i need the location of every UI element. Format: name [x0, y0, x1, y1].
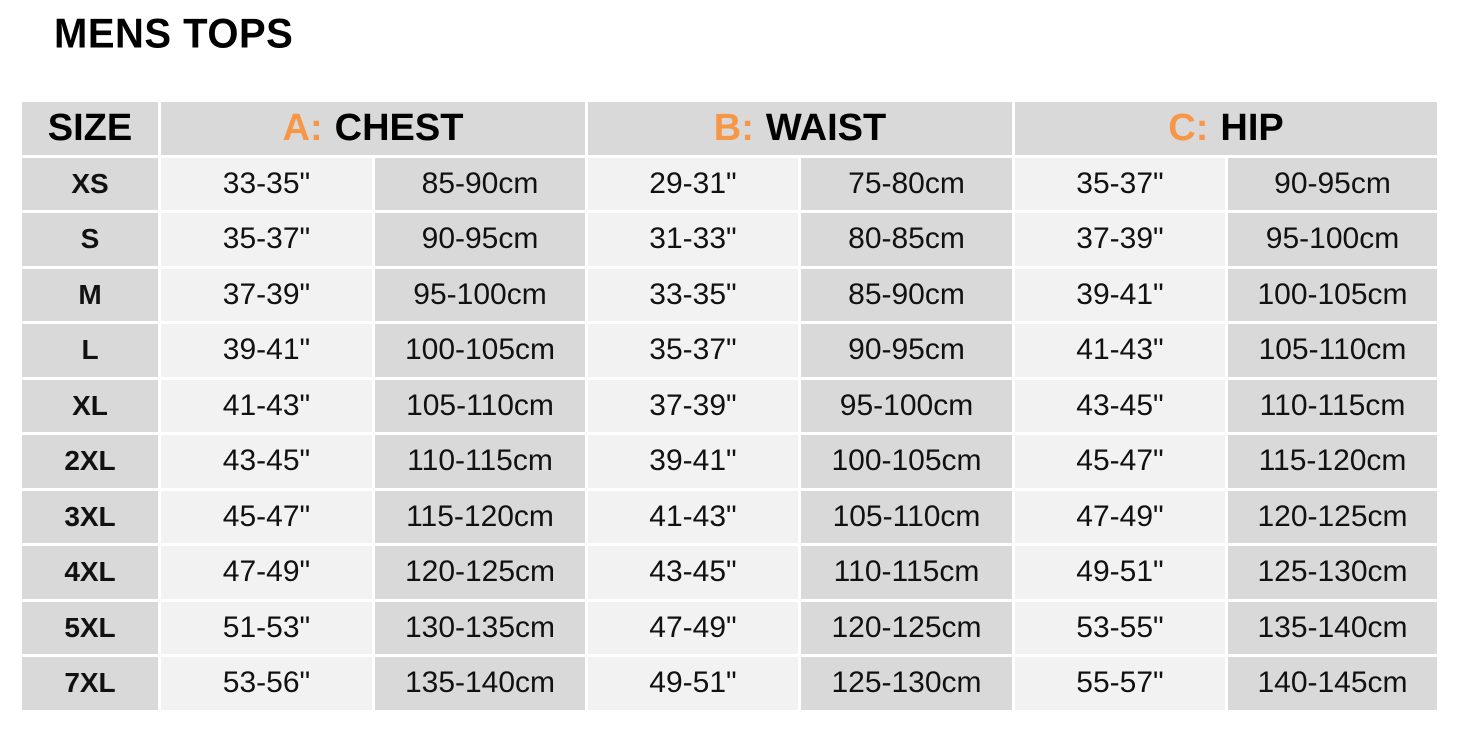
- size-label: S: [22, 213, 158, 266]
- cell-chest-cm: 95-100cm: [375, 268, 585, 321]
- cell-hip-cm: 90-95cm: [1228, 157, 1437, 210]
- size-chart-table: SIZE A: CHEST B: WAIST C: HIP XS 33-35" 85-90…: [22, 102, 1437, 710]
- header-waist: B: WAIST: [588, 102, 1012, 155]
- cell-chest-cm: 100-105cm: [375, 324, 585, 377]
- header-chest: A: CHEST: [161, 102, 585, 155]
- cell-hip-in: 35-37": [1015, 157, 1225, 210]
- cell-hip-in: 41-43": [1015, 324, 1225, 377]
- header-label: HIP: [1220, 106, 1284, 149]
- cell-chest-cm: 115-120cm: [375, 490, 585, 543]
- cell-waist-in: 33-35": [588, 268, 798, 321]
- size-label: 5XL: [22, 601, 158, 654]
- cell-hip-cm: 100-105cm: [1228, 268, 1437, 321]
- cell-chest-in: 33-35": [161, 157, 372, 210]
- cell-waist-cm: 85-90cm: [801, 268, 1012, 321]
- header-letter: A:: [282, 106, 323, 149]
- header-letter: B:: [713, 106, 754, 149]
- cell-hip-in: 37-39": [1015, 213, 1225, 266]
- cell-chest-in: 43-45": [161, 435, 372, 488]
- cell-chest-in: 37-39": [161, 268, 372, 321]
- cell-waist-in: 39-41": [588, 435, 798, 488]
- cell-chest-cm: 135-140cm: [375, 657, 585, 710]
- cell-waist-in: 41-43": [588, 490, 798, 543]
- size-label: XS: [22, 157, 158, 210]
- cell-chest-in: 35-37": [161, 213, 372, 266]
- cell-chest-in: 39-41": [161, 324, 372, 377]
- cell-chest-in: 51-53": [161, 601, 372, 654]
- cell-waist-cm: 100-105cm: [801, 435, 1012, 488]
- cell-waist-in: 29-31": [588, 157, 798, 210]
- cell-chest-cm: 85-90cm: [375, 157, 585, 210]
- cell-waist-cm: 95-100cm: [801, 379, 1012, 432]
- cell-waist-in: 35-37": [588, 324, 798, 377]
- cell-waist-in: 47-49": [588, 601, 798, 654]
- cell-waist-in: 49-51": [588, 657, 798, 710]
- cell-hip-in: 43-45": [1015, 379, 1225, 432]
- cell-hip-cm: 125-130cm: [1228, 546, 1437, 599]
- header-label: WAIST: [765, 106, 887, 149]
- cell-hip-in: 49-51": [1015, 546, 1225, 599]
- cell-hip-cm: 140-145cm: [1228, 657, 1437, 710]
- size-label: L: [22, 324, 158, 377]
- header-size: SIZE: [22, 102, 158, 155]
- cell-chest-in: 45-47": [161, 490, 372, 543]
- cell-waist-in: 31-33": [588, 213, 798, 266]
- cell-chest-cm: 105-110cm: [375, 379, 585, 432]
- size-label: XL: [22, 379, 158, 432]
- cell-hip-cm: 135-140cm: [1228, 601, 1437, 654]
- size-label: 7XL: [22, 657, 158, 710]
- cell-waist-cm: 75-80cm: [801, 157, 1012, 210]
- cell-chest-cm: 90-95cm: [375, 213, 585, 266]
- cell-waist-in: 37-39": [588, 379, 798, 432]
- page-title: MENS TOPS: [54, 10, 294, 58]
- size-label: M: [22, 268, 158, 321]
- cell-chest-in: 41-43": [161, 379, 372, 432]
- header-letter: C:: [1168, 106, 1209, 149]
- cell-hip-in: 47-49": [1015, 490, 1225, 543]
- cell-waist-cm: 110-115cm: [801, 546, 1012, 599]
- cell-chest-cm: 120-125cm: [375, 546, 585, 599]
- size-label: 4XL: [22, 546, 158, 599]
- cell-waist-cm: 105-110cm: [801, 490, 1012, 543]
- cell-waist-cm: 80-85cm: [801, 213, 1012, 266]
- cell-hip-cm: 105-110cm: [1228, 324, 1437, 377]
- cell-chest-cm: 130-135cm: [375, 601, 585, 654]
- cell-chest-cm: 110-115cm: [375, 435, 585, 488]
- cell-hip-cm: 120-125cm: [1228, 490, 1437, 543]
- cell-hip-in: 55-57": [1015, 657, 1225, 710]
- header-label: CHEST: [334, 106, 464, 149]
- cell-waist-in: 43-45": [588, 546, 798, 599]
- cell-hip-in: 39-41": [1015, 268, 1225, 321]
- size-label: 2XL: [22, 435, 158, 488]
- cell-chest-in: 53-56": [161, 657, 372, 710]
- header-hip: C: HIP: [1015, 102, 1437, 155]
- cell-waist-cm: 120-125cm: [801, 601, 1012, 654]
- cell-hip-in: 53-55": [1015, 601, 1225, 654]
- cell-waist-cm: 125-130cm: [801, 657, 1012, 710]
- cell-hip-cm: 95-100cm: [1228, 213, 1437, 266]
- size-label: 3XL: [22, 490, 158, 543]
- cell-hip-cm: 115-120cm: [1228, 435, 1437, 488]
- cell-chest-in: 47-49": [161, 546, 372, 599]
- cell-hip-in: 45-47": [1015, 435, 1225, 488]
- cell-waist-cm: 90-95cm: [801, 324, 1012, 377]
- cell-hip-cm: 110-115cm: [1228, 379, 1437, 432]
